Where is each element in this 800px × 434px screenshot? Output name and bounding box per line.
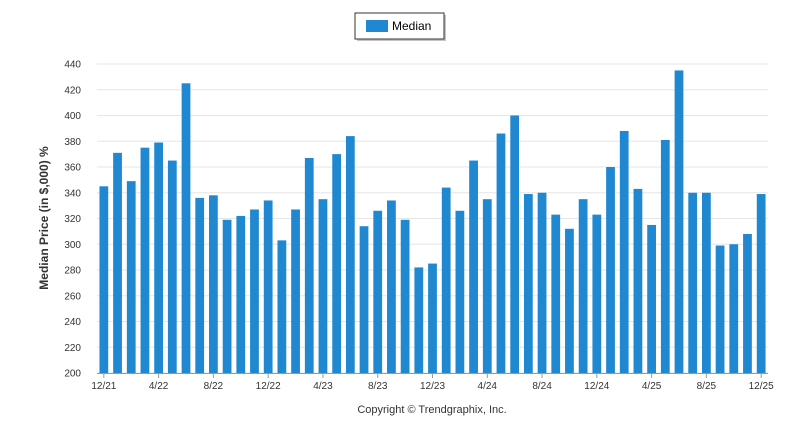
bar-median-6-25[interactable] (674, 70, 684, 373)
bar-median-12-22[interactable] (263, 200, 273, 373)
bar-median-10-25[interactable] (729, 244, 739, 373)
bar-median-9-24[interactable] (551, 214, 561, 373)
y-tick-label: 200 (64, 369, 81, 380)
bar-median-11-23[interactable] (414, 267, 424, 373)
bar-median-10-22[interactable] (236, 215, 246, 373)
y-tick-label: 220 (64, 343, 81, 354)
bar-median-10-24[interactable] (565, 228, 574, 373)
x-tick-label: 12/21 (91, 381, 116, 392)
x-tick-label: 8/23 (368, 381, 388, 392)
bar-median-8-22[interactable] (209, 195, 218, 373)
y-tick-label: 380 (64, 137, 81, 148)
bar-median-5-22[interactable] (167, 160, 177, 373)
y-tick-label: 360 (64, 163, 81, 174)
bar-median-12-25[interactable] (756, 194, 766, 373)
y-tick-label: 440 (64, 60, 81, 71)
x-tick-label: 8/24 (532, 381, 552, 392)
x-tick-label: 12/24 (584, 381, 609, 392)
bar-median-4-24[interactable] (482, 199, 492, 373)
bar-median-4-25[interactable] (647, 224, 656, 373)
bars (99, 70, 766, 374)
bar-median-5-23[interactable] (332, 154, 342, 373)
bar-median-2-24[interactable] (455, 210, 465, 373)
x-tick-label: 12/23 (420, 381, 445, 392)
bar-median-12-21[interactable] (99, 186, 109, 373)
bar-median-5-24[interactable] (496, 133, 506, 373)
y-tick-label: 300 (64, 240, 81, 251)
y-tick-label: 420 (64, 85, 81, 96)
legend-label-median: Median (392, 19, 431, 33)
bar-median-2-25[interactable] (619, 130, 629, 373)
x-tick-label: 4/24 (478, 381, 498, 392)
x-tick-label: 8/25 (697, 381, 717, 392)
bar-median-11-22[interactable] (250, 209, 259, 373)
y-tick-label: 240 (64, 317, 81, 328)
y-tick-label: 400 (64, 111, 81, 122)
bar-median-7-23[interactable] (359, 226, 369, 373)
bar-median-8-25[interactable] (701, 192, 711, 373)
y-axis-title: Median Price (in $,000) % (37, 146, 51, 290)
bar-median-12-24[interactable] (592, 214, 602, 373)
legend-swatch-median (366, 20, 388, 32)
bar-median-3-23[interactable] (304, 157, 314, 373)
bar-median-1-25[interactable] (606, 167, 615, 373)
x-tick-label: 4/25 (642, 381, 662, 392)
bar-median-1-22[interactable] (113, 152, 122, 373)
bar-median-3-22[interactable] (140, 147, 150, 373)
x-tick-label: 4/23 (313, 381, 333, 392)
y-tick-label: 280 (64, 266, 81, 277)
bar-median-12-23[interactable] (428, 263, 437, 373)
bar-median-9-25[interactable] (715, 245, 725, 373)
bar-median-8-24[interactable] (537, 192, 547, 373)
bar-median-2-23[interactable] (291, 209, 300, 373)
gridlines: 200 220 240 260 280 300 320 340 360 380 400 420 440 (64, 60, 768, 380)
bar-median-7-25[interactable] (688, 192, 698, 373)
legend[interactable]: Median (354, 12, 446, 41)
x-tick-label: 12/25 (749, 381, 774, 392)
y-tick-label: 320 (64, 214, 81, 225)
bar-median-1-23[interactable] (277, 240, 287, 373)
bar-median-9-23[interactable] (387, 200, 396, 373)
axes: 12/21 4/22 8/22 12/22 4/23 8/23 12/23 4/24 8/24 1… (91, 373, 774, 392)
bar-median-4-22[interactable] (154, 142, 164, 373)
bar-median-9-22[interactable] (222, 219, 232, 373)
bar-median-11-24[interactable] (578, 199, 588, 373)
bar-median-6-22[interactable] (181, 83, 191, 373)
bar-median-7-24[interactable] (523, 194, 533, 373)
y-tick-label: 260 (64, 291, 81, 302)
bar-median-5-25[interactable] (660, 139, 670, 373)
bar-median-3-25[interactable] (633, 188, 643, 373)
bar-median-7-22[interactable] (195, 197, 205, 373)
bar-median-4-23[interactable] (318, 199, 328, 373)
x-tick-label: 8/22 (204, 381, 224, 392)
bar-median-6-24[interactable] (510, 115, 520, 374)
bar-median-3-24[interactable] (469, 160, 478, 373)
x-tick-label: 12/22 (256, 381, 281, 392)
bar-median-1-24[interactable] (441, 187, 451, 373)
bar-median-8-23[interactable] (373, 210, 383, 373)
bar-median-2-22[interactable] (126, 181, 136, 373)
x-tick-label: 4/22 (149, 381, 169, 392)
bar-median-6-23[interactable] (345, 136, 355, 373)
bar-median-10-23[interactable] (400, 219, 410, 373)
y-tick-label: 340 (64, 188, 81, 199)
bar-median-11-25[interactable] (743, 233, 752, 373)
copyright-footer: Copyright © Trendgraphix, Inc. (357, 404, 506, 416)
